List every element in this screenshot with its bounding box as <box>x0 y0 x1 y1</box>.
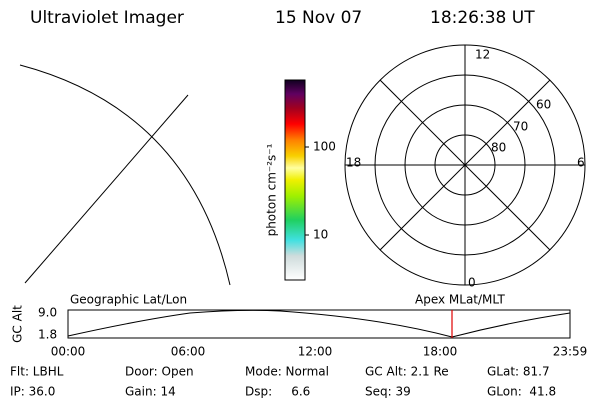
polar-plot <box>344 44 586 286</box>
hour-label: 0 <box>468 276 476 290</box>
info-table: Flt: LBHL Door: Open Mode: Normal GC Alt: 2… <box>10 365 556 399</box>
timeline-frame <box>67 309 571 339</box>
info-field: Mode: Normal <box>245 365 329 379</box>
lat-label: 70 <box>513 120 528 134</box>
info-field: GLat: 81.7 <box>487 365 550 379</box>
x-tick-label: 23:59 <box>553 345 588 359</box>
geo-panel <box>19 64 231 286</box>
y-axis-label: GC Alt <box>11 305 25 343</box>
x-tick-label: 00:00 <box>51 345 86 359</box>
colorbar-tick: 10 <box>313 228 328 242</box>
x-tick-label: 18:00 <box>423 345 458 359</box>
altitude-curve <box>67 309 571 338</box>
info-field: Seq: 39 <box>365 385 411 399</box>
time: 18:26:38 UT <box>430 8 535 28</box>
hour-label: 18 <box>346 156 361 170</box>
date: 15 Nov 07 <box>275 8 362 28</box>
colorbar-tick: 100 <box>313 140 336 154</box>
y-tick-label: 9.0 <box>38 306 57 320</box>
info-field: Dsp: 6.6 <box>245 385 310 399</box>
limb-arc <box>19 64 231 286</box>
hour-label: 6 <box>577 156 585 170</box>
colorbar-label: photon cm⁻²s⁻¹ <box>265 143 279 236</box>
y-tick-label: 1.8 <box>38 328 57 342</box>
hour-label: 12 <box>475 48 490 62</box>
lat-label: 80 <box>491 141 506 155</box>
timeline-label: Apex MLat/MLT <box>415 293 505 307</box>
info-field: Door: Open <box>125 365 194 379</box>
x-tick-label: 12:00 <box>298 345 333 359</box>
timeline-label: Geographic Lat/Lon <box>70 293 187 307</box>
lat-label: 60 <box>536 98 551 112</box>
info-field: Flt: LBHL <box>10 365 64 379</box>
grid-line <box>24 94 189 284</box>
x-tick-label: 06:00 <box>171 345 206 359</box>
info-field: Gain: 14 <box>125 385 176 399</box>
colorbar <box>284 79 306 281</box>
info-field: GC Alt: 2.1 Re <box>365 365 449 379</box>
info-field: IP: 36.0 <box>10 385 55 399</box>
title: Ultraviolet Imager <box>30 8 184 28</box>
info-field: GLon: 41.8 <box>487 385 556 399</box>
